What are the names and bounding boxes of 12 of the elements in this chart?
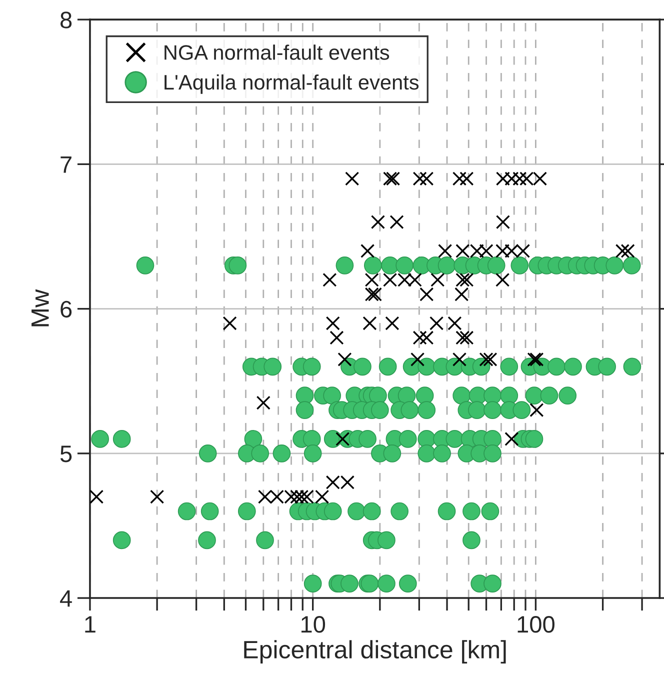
- y-tick-label: 8: [60, 12, 72, 28]
- y-tick-label: 6: [60, 300, 72, 318]
- legend-label: L'Aquila normal-fault events: [164, 74, 419, 94]
- x-tick-label: 10: [302, 616, 326, 633]
- y-axis-title: Mw: [32, 289, 49, 326]
- x-tick-label: 100: [518, 616, 554, 633]
- x-axis-title: Epicentral distance [km]: [244, 640, 506, 664]
- legend-label: NGA normal-fault events: [164, 44, 390, 60]
- y-tick-label: 5: [60, 446, 72, 462]
- x-tick-label: 1: [85, 616, 96, 633]
- y-tick-label: 4: [60, 590, 72, 607]
- y-tick-label: 7: [60, 156, 72, 173]
